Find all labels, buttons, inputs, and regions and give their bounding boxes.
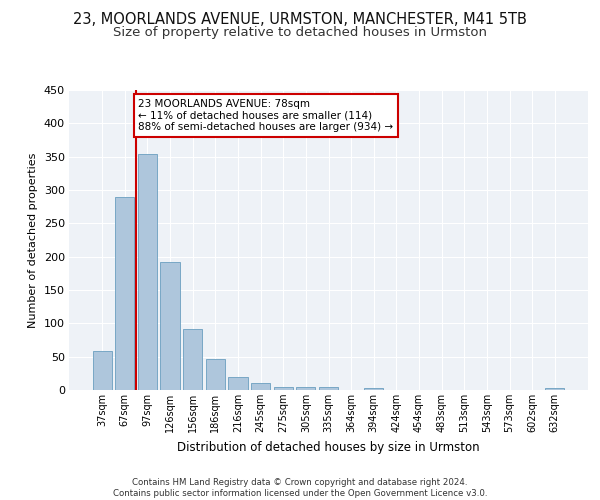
Bar: [251, 384, 270, 390]
Bar: [160, 262, 180, 390]
Bar: [274, 386, 293, 390]
Bar: [545, 388, 565, 390]
Text: Contains HM Land Registry data © Crown copyright and database right 2024.
Contai: Contains HM Land Registry data © Crown c…: [113, 478, 487, 498]
Bar: [296, 388, 316, 390]
Bar: [319, 386, 338, 390]
Text: Size of property relative to detached houses in Urmston: Size of property relative to detached ho…: [113, 26, 487, 39]
Bar: [138, 154, 157, 390]
Bar: [115, 198, 134, 390]
Y-axis label: Number of detached properties: Number of detached properties: [28, 152, 38, 328]
Bar: [229, 376, 248, 390]
Text: 23, MOORLANDS AVENUE, URMSTON, MANCHESTER, M41 5TB: 23, MOORLANDS AVENUE, URMSTON, MANCHESTE…: [73, 12, 527, 28]
Text: 23 MOORLANDS AVENUE: 78sqm
← 11% of detached houses are smaller (114)
88% of sem: 23 MOORLANDS AVENUE: 78sqm ← 11% of deta…: [139, 98, 394, 132]
Bar: [92, 352, 112, 390]
Bar: [364, 388, 383, 390]
Bar: [206, 360, 225, 390]
Bar: [183, 330, 202, 390]
X-axis label: Distribution of detached houses by size in Urmston: Distribution of detached houses by size …: [177, 440, 480, 454]
